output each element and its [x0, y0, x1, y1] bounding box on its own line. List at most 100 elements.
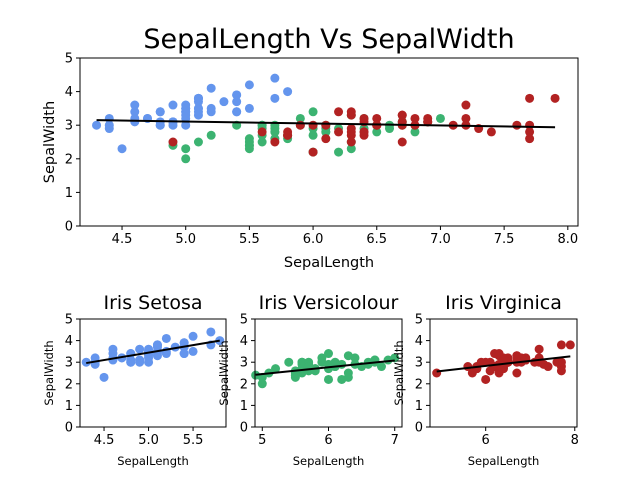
data-point: [257, 379, 267, 389]
data-point: [463, 362, 473, 372]
data-point: [295, 113, 305, 123]
data-point: [525, 93, 535, 103]
data-point: [188, 331, 198, 341]
x-axis-label: SepalLength: [293, 454, 365, 468]
data-point: [359, 127, 369, 137]
data-point: [324, 374, 333, 384]
data-point: [525, 134, 535, 144]
data-point: [486, 127, 496, 137]
data-point: [334, 147, 344, 157]
y-tick-label: 5: [240, 313, 248, 328]
data-point: [334, 107, 344, 117]
x-tick-label: 5.0: [138, 433, 159, 448]
data-point: [494, 368, 504, 378]
data-point: [512, 120, 522, 130]
plot-frame: [79, 57, 579, 227]
data-point: [270, 93, 280, 103]
trend-line: [96, 119, 556, 129]
y-tick-label: 4: [65, 85, 73, 100]
y-axis-label: SepalWidth: [392, 340, 406, 405]
data-point: [485, 366, 495, 376]
data-point: [346, 137, 356, 147]
data-point: [92, 120, 102, 130]
x-tick-label: 8: [571, 433, 579, 448]
x-tick-label: 4.5: [94, 433, 115, 448]
x-axis-label: SepalLength: [117, 454, 189, 468]
points: [251, 349, 400, 389]
chart-title: Iris Versicolour: [259, 292, 399, 314]
x-tick-label: 8.0: [557, 232, 578, 247]
chart-title: SepalLength Vs SepalWidth: [143, 24, 514, 55]
data-point: [423, 117, 433, 127]
y-axis-label: SepalWidth: [217, 340, 231, 405]
trend-line: [436, 355, 571, 373]
data-point: [117, 144, 127, 154]
data-point: [397, 110, 407, 120]
trend-line: [255, 359, 395, 376]
data-point: [346, 127, 356, 137]
data-point: [90, 353, 100, 363]
data-point: [104, 113, 114, 123]
data-point: [556, 357, 566, 367]
data-point: [334, 127, 344, 137]
data-point: [512, 368, 522, 378]
y-tick-label: 1: [65, 186, 73, 201]
y-tick-label: 3: [240, 356, 248, 371]
data-point: [161, 349, 171, 359]
data-point: [476, 357, 486, 367]
data-point: [324, 364, 333, 374]
data-point: [346, 107, 356, 117]
data-point: [270, 73, 280, 83]
data-point: [270, 127, 280, 137]
data-point: [321, 134, 331, 144]
y-tick-label: 0: [65, 220, 73, 235]
data-point: [376, 362, 386, 372]
data-point: [271, 364, 281, 374]
y-tick-label: 0: [65, 421, 73, 436]
data-point: [343, 351, 353, 361]
data-point: [321, 120, 331, 130]
data-point: [181, 144, 191, 154]
y-tick-label: 1: [240, 399, 248, 414]
data-point: [244, 134, 254, 144]
data-point: [181, 103, 191, 113]
data-point: [550, 93, 560, 103]
data-point: [308, 147, 318, 157]
data-point: [232, 90, 242, 100]
y-tick-label: 2: [415, 377, 423, 392]
data-point: [308, 107, 318, 117]
data-point: [525, 127, 535, 137]
data-point: [397, 137, 407, 147]
data-point: [244, 103, 254, 113]
y-axis-label: SepalWidth: [42, 340, 56, 405]
y-axis-label: SepalWidth: [42, 101, 58, 183]
y-tick-label: 3: [65, 119, 73, 134]
data-point: [481, 374, 491, 384]
data-point: [232, 97, 242, 107]
data-point: [206, 327, 216, 337]
data-point: [324, 349, 333, 359]
y-tick-label: 2: [65, 152, 73, 167]
data-point: [556, 340, 566, 350]
x-tick-label: 5.5: [239, 232, 260, 247]
data-point: [534, 344, 544, 354]
data-point: [168, 100, 178, 110]
y-tick-label: 4: [65, 334, 73, 349]
x-tick-label: 5.0: [175, 232, 196, 247]
panel-3: Iris Versicolour 5 6 7 0 1 2 3 4 5 SepalLength Sepa…: [217, 292, 403, 468]
y-tick-label: 0: [415, 421, 423, 436]
data-point: [193, 93, 203, 103]
data-point: [155, 107, 165, 117]
chart-title: Iris Virginica: [445, 292, 562, 314]
x-tick-label: 5.5: [183, 433, 204, 448]
panel-4: Iris Virginica 6 8 0 1 2 3 4 5 SepalLength SepalWi…: [392, 292, 579, 468]
data-point: [283, 130, 293, 140]
trend-line: [86, 339, 220, 365]
data-point: [337, 359, 347, 369]
data-point: [543, 362, 553, 372]
data-point: [99, 372, 109, 382]
data-point: [512, 351, 522, 361]
data-point: [179, 349, 189, 359]
y-tick-label: 5: [415, 313, 423, 328]
chart-title: Iris Setosa: [104, 292, 203, 314]
